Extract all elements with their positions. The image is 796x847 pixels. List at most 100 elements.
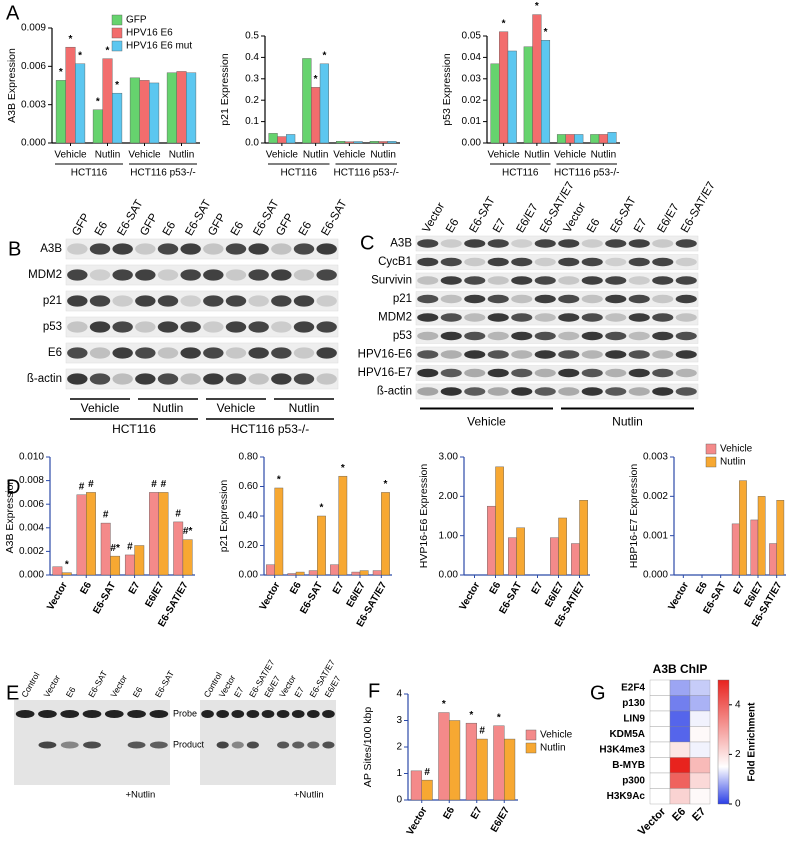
- blot-band: [605, 313, 627, 322]
- row-label: LIN9: [623, 713, 645, 724]
- treatment-label: +Nutlin: [294, 790, 324, 801]
- blot-band: [558, 350, 580, 359]
- bar: [268, 133, 278, 144]
- significance-mark: #: [161, 479, 167, 490]
- product-band: [292, 741, 305, 749]
- blot-band: [675, 313, 697, 322]
- bar: [353, 141, 363, 144]
- bar: [86, 492, 96, 576]
- lane-label: E7: [491, 217, 508, 235]
- group-label: HCT116 p53-/-: [130, 168, 195, 179]
- blot-band: [464, 350, 486, 359]
- x-tick-label: Nutlin: [370, 150, 396, 161]
- row-label: MDM2: [28, 269, 62, 281]
- blot-band: [628, 313, 650, 322]
- blot-band: [581, 331, 603, 341]
- significance-mark: *: [442, 699, 446, 710]
- panel-letter: D: [6, 476, 20, 498]
- y-tick-label: 0.5: [245, 31, 259, 42]
- blot-band: [271, 321, 292, 333]
- band-label: Probe: [173, 708, 197, 718]
- blot-band: [67, 243, 88, 255]
- condition-label: Vehicle: [217, 401, 256, 415]
- blot-band: [558, 276, 580, 285]
- blot-band: [225, 321, 247, 333]
- significance-mark: #: [424, 767, 430, 778]
- heatmap-cell: [689, 710, 711, 727]
- significance-mark: *: [544, 27, 548, 38]
- panel-letter: G: [590, 682, 606, 704]
- bar: [274, 487, 284, 576]
- heatmap-cell: [669, 710, 691, 727]
- blot-band: [581, 294, 603, 304]
- treatment-label: +Nutlin: [125, 790, 155, 801]
- blot-strip: [65, 316, 339, 338]
- blot-band: [157, 295, 179, 307]
- blot-band: [652, 368, 674, 378]
- heatmap-cell: [669, 788, 691, 805]
- blot-band: [558, 368, 580, 378]
- blot-band: [487, 294, 509, 304]
- blot-band: [487, 331, 509, 341]
- significance-mark: *: [502, 18, 506, 29]
- condition-label: Vehicle: [81, 401, 120, 415]
- blot-band: [225, 373, 247, 385]
- blot-band: [628, 387, 650, 396]
- blot-band: [67, 347, 88, 359]
- bar: [100, 522, 111, 576]
- bar: [504, 738, 516, 801]
- blot-band: [203, 269, 224, 281]
- blot-band: [89, 321, 111, 333]
- heatmap-cell: [649, 772, 671, 789]
- bar: [330, 564, 339, 576]
- blot-band: [316, 243, 337, 255]
- blot-band: [417, 331, 439, 341]
- lane-label: GFP: [274, 211, 296, 238]
- blot-band: [534, 276, 556, 285]
- heatmap-cell: [649, 726, 671, 743]
- x-tick-label: E6-SAT: [91, 580, 118, 616]
- bar: [495, 466, 504, 576]
- blot-band: [248, 373, 269, 385]
- y-tick-label: 0.009: [21, 23, 46, 34]
- significance-mark: #: [479, 726, 485, 737]
- blot-band: [487, 387, 509, 396]
- blot-band: [675, 294, 697, 304]
- blot-band: [511, 239, 533, 248]
- heatmap-cell: [649, 788, 671, 805]
- y-tick-label: 0.00: [462, 138, 482, 149]
- bar: [317, 515, 326, 576]
- blot-band: [581, 276, 603, 285]
- legend-swatch: [705, 443, 717, 455]
- blot-band: [581, 257, 603, 267]
- blot-band: [271, 243, 292, 255]
- product-band: [149, 741, 168, 749]
- y-tick-label: 0.60: [239, 481, 259, 492]
- y-tick-label: 0.0: [245, 138, 259, 149]
- bar: [449, 720, 461, 801]
- bar: [574, 134, 584, 144]
- y-tick-label: 0.2: [245, 95, 259, 106]
- blot-band: [271, 373, 292, 385]
- row-label: A3B: [40, 243, 62, 255]
- bar: [499, 31, 509, 144]
- heatmap-cell: [669, 679, 691, 696]
- blot-band: [89, 243, 111, 255]
- heatmap-cell: [669, 741, 691, 758]
- condition-label: Nutlin: [153, 401, 184, 415]
- blot-band: [112, 373, 133, 385]
- y-tick-label: 0.20: [239, 540, 259, 551]
- row-label: CycB1: [378, 256, 412, 268]
- blot-band: [225, 243, 247, 255]
- probe-band: [15, 710, 35, 718]
- bar: [550, 537, 559, 576]
- x-tick-label: E7: [469, 805, 485, 821]
- blot-band: [417, 387, 439, 396]
- heatmap-cell: [689, 788, 711, 805]
- row-label: H3K9Ac: [607, 791, 646, 802]
- bar: [776, 500, 785, 576]
- blot-strip: [415, 309, 699, 326]
- product-band: [322, 741, 335, 749]
- lane-label: E6-SAT/E7: [679, 180, 718, 235]
- blot-band: [248, 243, 269, 255]
